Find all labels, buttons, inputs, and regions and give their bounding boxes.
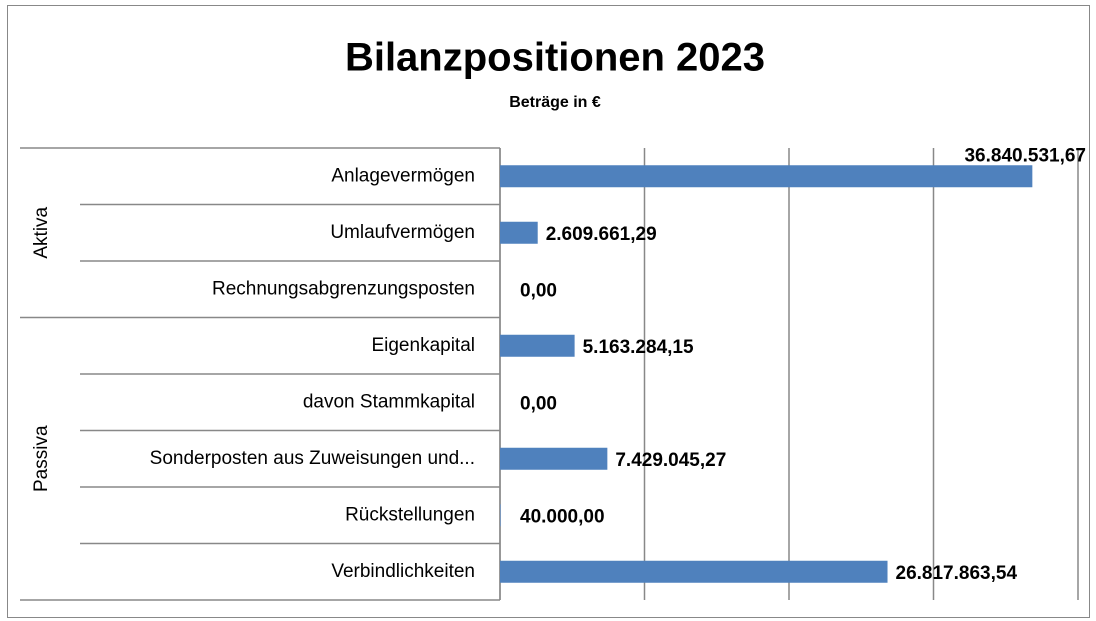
bar xyxy=(500,221,538,244)
bar xyxy=(500,165,1033,188)
category-label: Rückstellungen xyxy=(345,504,475,525)
data-label: 5.163.284,15 xyxy=(583,337,694,358)
category-label: Sonderposten aus Zuweisungen und... xyxy=(150,448,475,469)
category-label: Anlagevermögen xyxy=(331,165,475,186)
category-label: Eigenkapital xyxy=(371,335,475,356)
data-label: 36.840.531,67 xyxy=(964,145,1086,166)
data-label: 7.429.045,27 xyxy=(615,450,726,471)
bar xyxy=(500,334,575,357)
category-label: Umlaufvermögen xyxy=(330,222,475,243)
category-label: davon Stammkapital xyxy=(303,391,475,412)
data-label: 2.609.661,29 xyxy=(546,224,657,245)
data-label: 26.817.863,54 xyxy=(896,563,1018,584)
chart-title: Bilanzpositionen 2023 xyxy=(345,36,765,80)
chart-border xyxy=(7,5,1090,618)
bar xyxy=(500,447,608,470)
bar xyxy=(500,560,888,583)
group-label: Passiva xyxy=(31,425,52,492)
chart-subtitle: Beträge in € xyxy=(509,94,601,111)
data-label: 40.000,00 xyxy=(520,506,605,527)
group-label: Aktiva xyxy=(31,206,52,258)
data-label: 0,00 xyxy=(520,393,557,414)
category-label: Rechnungsabgrenzungsposten xyxy=(212,278,475,299)
data-label: 0,00 xyxy=(520,280,557,301)
category-label: Verbindlichkeiten xyxy=(331,561,475,582)
bar xyxy=(500,504,501,527)
